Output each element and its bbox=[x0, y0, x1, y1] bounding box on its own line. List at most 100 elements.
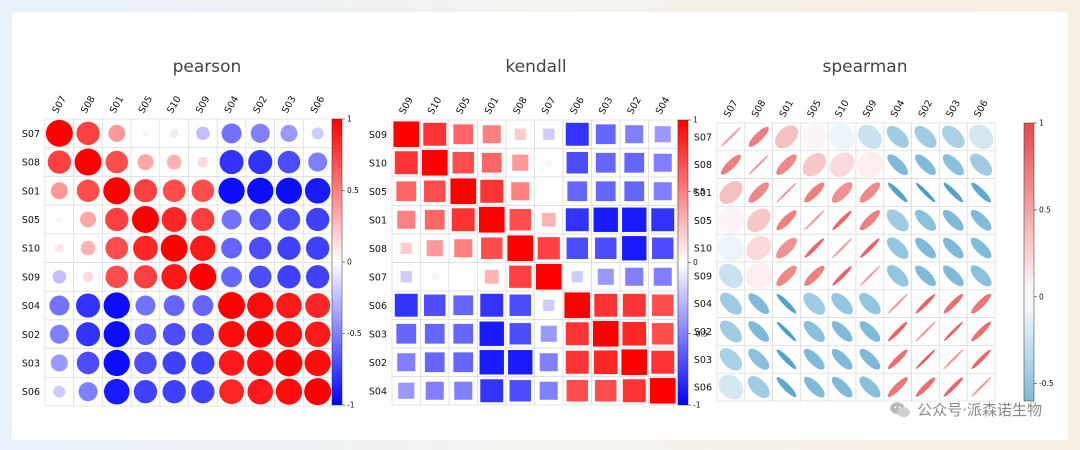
column-label: S04 bbox=[223, 94, 242, 115]
correlation-mark bbox=[565, 321, 590, 346]
correlation-mark bbox=[451, 207, 476, 232]
column-label: S02 bbox=[625, 95, 644, 116]
column-label: S10 bbox=[426, 95, 445, 116]
correlation-mark bbox=[508, 265, 532, 289]
correlation-mark bbox=[915, 321, 936, 342]
column-label: S07 bbox=[722, 98, 741, 119]
row-label: S07 bbox=[369, 272, 387, 283]
correlation-mark bbox=[478, 206, 506, 234]
correlation-mark bbox=[142, 130, 149, 137]
row-label: S07 bbox=[22, 129, 40, 140]
correlation-mark bbox=[452, 351, 474, 373]
correlation-mark bbox=[650, 350, 675, 375]
correlation-mark bbox=[859, 321, 881, 342]
correlation-mark bbox=[595, 180, 617, 202]
correlation-mark bbox=[76, 179, 100, 203]
correlation-mark bbox=[103, 177, 131, 205]
correlation-mark bbox=[133, 265, 158, 289]
correlation-mark bbox=[247, 177, 274, 204]
correlation-mark bbox=[857, 124, 882, 149]
correlation-mark bbox=[133, 235, 158, 261]
correlation-mark bbox=[748, 182, 769, 203]
colorbar-tick-label: -1 bbox=[693, 401, 701, 410]
wechat-icon bbox=[890, 401, 911, 417]
correlation-mark bbox=[719, 320, 742, 343]
column-label: S04 bbox=[889, 98, 908, 119]
correlation-mark bbox=[622, 293, 647, 318]
row-label: S10 bbox=[22, 244, 40, 255]
panel-kendall: kendall S09 S10 S05 S01 S08 S07 S06 S03 S02 S04 S09… bbox=[369, 57, 708, 410]
correlation-mark bbox=[595, 152, 617, 174]
correlation-mark bbox=[970, 376, 992, 398]
correlation-mark bbox=[189, 263, 217, 291]
correlation-mark bbox=[593, 349, 619, 375]
correlation-mark bbox=[509, 379, 532, 402]
correlation-mark bbox=[653, 267, 673, 287]
row-label: S02 bbox=[369, 358, 387, 369]
correlation-mark bbox=[80, 211, 97, 228]
panel-spearman: spearman S07 S08 S01 S05 S10 S09 S04 S02 S03 S06 S0… bbox=[694, 57, 1054, 402]
column-label: S07 bbox=[540, 95, 559, 116]
correlation-mark bbox=[545, 159, 552, 166]
row-label: S10 bbox=[369, 158, 387, 169]
colorbar-tick-label: 0 bbox=[347, 258, 352, 267]
column-label: S04 bbox=[654, 95, 673, 116]
colorbar-tick-label: 0.5 bbox=[347, 186, 359, 195]
row-label: S08 bbox=[22, 158, 40, 169]
correlation-mark bbox=[276, 292, 302, 319]
column-label: S05 bbox=[805, 98, 824, 119]
correlation-mark bbox=[831, 348, 853, 370]
correlation-mark bbox=[717, 235, 744, 262]
correlation-mark bbox=[134, 351, 157, 375]
row-label: S04 bbox=[694, 299, 712, 310]
correlation-mark bbox=[219, 149, 244, 175]
correlation-mark bbox=[718, 374, 744, 400]
correlation-mark bbox=[247, 292, 274, 319]
correlation-mark bbox=[776, 349, 797, 370]
correlation-mark bbox=[221, 209, 242, 230]
figure-card: pearson S07 S08 S01 S05 S10 S09 S04 S02 S03 S06 S07… bbox=[12, 12, 1068, 440]
correlation-mark bbox=[859, 265, 881, 287]
column-label: S08 bbox=[750, 98, 769, 119]
correlation-mark bbox=[776, 321, 797, 342]
correlation-mark bbox=[218, 321, 245, 348]
correlation-mark bbox=[831, 292, 853, 315]
correlation-mark bbox=[221, 237, 242, 259]
row-label: S02 bbox=[22, 330, 40, 341]
correlation-mark bbox=[776, 154, 797, 175]
correlation-mark bbox=[166, 154, 182, 170]
correlation-mark bbox=[482, 124, 502, 144]
correlation-mark bbox=[506, 234, 534, 262]
correlation-mark bbox=[308, 152, 328, 172]
correlation-mark bbox=[593, 207, 619, 233]
correlation-mark bbox=[161, 207, 187, 232]
row-label: S06 bbox=[22, 387, 40, 398]
correlation-mark bbox=[775, 125, 798, 149]
correlation-mark bbox=[133, 179, 158, 203]
colorbar-tick-label: 0.5 bbox=[1039, 205, 1051, 214]
correlation-mark bbox=[50, 182, 68, 200]
correlation-mark bbox=[452, 151, 475, 174]
correlation-mark bbox=[594, 379, 617, 402]
correlation-mark bbox=[537, 236, 561, 260]
correlation-mark bbox=[105, 265, 129, 289]
correlation-mark bbox=[396, 352, 416, 372]
correlation-mark bbox=[424, 351, 446, 373]
correlation-mark bbox=[653, 153, 673, 173]
correlation-mark bbox=[163, 295, 185, 316]
colorbar-tick-label: 0 bbox=[1039, 292, 1044, 301]
correlation-mark bbox=[191, 207, 215, 232]
correlation-mark bbox=[802, 152, 827, 177]
correlation-mark bbox=[651, 237, 674, 260]
correlation-mark bbox=[162, 322, 186, 346]
row-label: S03 bbox=[694, 355, 712, 366]
correlation-mark bbox=[275, 321, 303, 348]
row-label: S03 bbox=[22, 358, 40, 369]
correlation-mark bbox=[509, 322, 532, 345]
correlation-mark bbox=[915, 377, 936, 397]
correlation-mark bbox=[746, 235, 772, 261]
correlation-mark bbox=[219, 379, 244, 405]
correlation-mark bbox=[248, 236, 272, 260]
correlation-mark bbox=[510, 181, 530, 201]
correlation-mark bbox=[719, 181, 743, 204]
